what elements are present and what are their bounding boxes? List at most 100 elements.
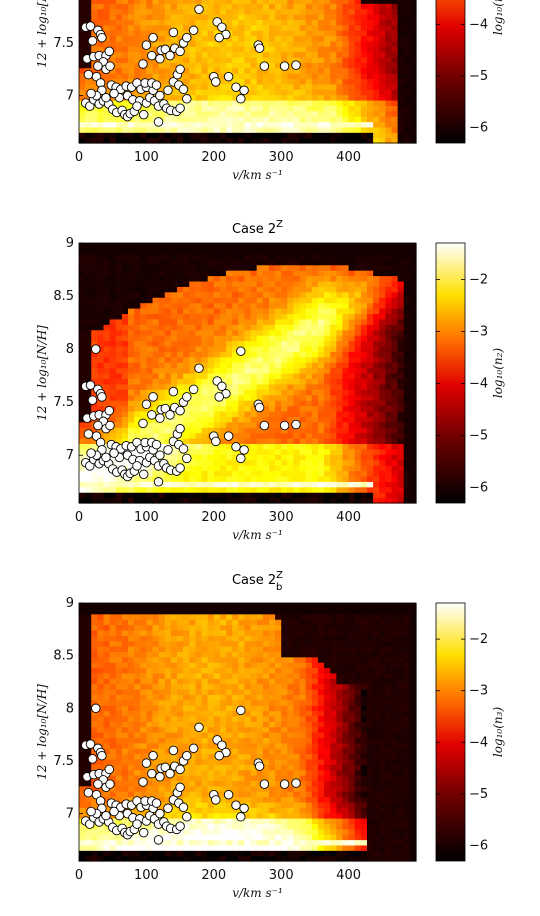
heatmap-cell bbox=[293, 3, 301, 10]
heatmap-cell bbox=[97, 481, 105, 488]
heatmap-cell bbox=[324, 19, 331, 26]
heatmap-cell bbox=[299, 8, 307, 15]
heatmap-cell bbox=[183, 313, 190, 320]
heatmap-cell bbox=[103, 116, 111, 123]
heatmap-cell bbox=[311, 57, 319, 63]
heatmap-cell bbox=[134, 308, 141, 315]
heatmap-cell bbox=[121, 275, 129, 282]
heatmap-cell bbox=[195, 248, 203, 255]
data-point bbox=[104, 46, 115, 57]
heatmap-cell bbox=[121, 400, 129, 407]
heatmap-cell bbox=[177, 389, 184, 396]
heatmap-cell bbox=[330, 35, 337, 42]
heatmap-cell bbox=[275, 475, 282, 482]
heatmap-cell bbox=[177, 286, 184, 293]
heatmap-cell bbox=[115, 302, 123, 309]
heatmap-cell bbox=[366, 67, 374, 74]
heatmap-cell bbox=[79, 253, 86, 260]
heatmap-cell bbox=[275, 270, 282, 277]
heatmap-cell bbox=[79, 475, 86, 482]
heatmap-cell bbox=[164, 270, 172, 277]
heatmap-cell bbox=[207, 291, 215, 298]
heatmap-cell bbox=[391, 46, 399, 53]
heatmap-cell bbox=[281, 302, 288, 309]
heatmap-cell bbox=[207, 335, 215, 342]
heatmap-cell bbox=[238, 313, 246, 320]
heatmap-cell bbox=[219, 486, 227, 493]
heatmap-cell bbox=[342, 248, 350, 255]
heatmap-cell bbox=[366, 100, 374, 106]
heatmap-cell bbox=[385, 3, 393, 10]
heatmap-cell bbox=[287, 8, 295, 15]
heatmap-cell bbox=[128, 400, 135, 407]
heatmap-cell bbox=[250, 324, 258, 331]
heatmap-cell bbox=[268, 297, 276, 304]
heatmap-cell bbox=[238, 378, 246, 385]
heatmap-cell bbox=[391, 116, 399, 123]
heatmap-cell bbox=[397, 110, 405, 117]
heatmap-cell bbox=[373, 94, 380, 101]
data-point bbox=[101, 92, 111, 103]
heatmap-cell bbox=[391, 83, 399, 90]
heatmap-cell bbox=[293, 14, 301, 20]
heatmap-cell bbox=[305, 132, 313, 139]
data-point bbox=[217, 22, 227, 32]
heatmap-cell bbox=[164, 383, 172, 390]
heatmap-cell bbox=[195, 67, 203, 74]
heatmap-cell bbox=[305, 356, 313, 363]
heatmap-cell bbox=[409, 89, 417, 96]
heatmap-cell bbox=[281, 0, 288, 4]
heatmap-cell bbox=[293, 340, 301, 347]
heatmap-cell bbox=[330, 497, 337, 504]
heatmap-cell bbox=[158, 8, 166, 15]
heatmap-cell bbox=[219, 40, 227, 47]
heatmap-cell bbox=[299, 270, 307, 277]
heatmap-cell bbox=[91, 19, 98, 26]
heatmap-cell bbox=[311, 475, 319, 482]
heatmap-cell bbox=[158, 30, 166, 37]
heatmap-cell bbox=[238, 105, 246, 112]
heatmap-cell bbox=[250, 126, 258, 133]
heatmap-cell bbox=[244, 329, 252, 336]
heatmap-cell bbox=[213, 313, 221, 320]
heatmap-cell bbox=[140, 259, 147, 266]
heatmap-cell bbox=[177, 308, 184, 315]
heatmap-cell bbox=[397, 46, 405, 53]
heatmap-cell bbox=[79, 110, 86, 117]
heatmap-cell bbox=[354, 438, 362, 445]
heatmap-cell bbox=[379, 89, 386, 96]
heatmap-cell bbox=[195, 448, 203, 455]
heatmap-cell bbox=[91, 373, 98, 380]
heatmap-cell bbox=[134, 329, 141, 336]
heatmap-cell bbox=[311, 400, 319, 407]
heatmap-cell bbox=[183, 438, 190, 445]
heatmap-cell bbox=[109, 481, 117, 488]
heatmap-cell bbox=[121, 383, 129, 390]
heatmap-cell bbox=[287, 297, 295, 304]
heatmap-cell bbox=[109, 486, 117, 493]
heatmap-cell bbox=[189, 35, 197, 42]
heatmap-cell bbox=[244, 362, 252, 369]
heatmap-cell bbox=[207, 340, 215, 347]
heatmap-cell bbox=[275, 400, 282, 407]
heatmap-cell bbox=[195, 329, 203, 336]
heatmap-cell bbox=[305, 427, 313, 434]
heatmap-cell bbox=[409, 19, 417, 26]
heatmap-cell bbox=[164, 253, 172, 260]
heatmap-cell bbox=[152, 373, 160, 380]
heatmap-cell bbox=[177, 94, 184, 101]
heatmap-cell bbox=[305, 105, 313, 112]
heatmap-cell bbox=[354, 116, 362, 123]
heatmap-cell bbox=[244, 432, 252, 439]
heatmap-cell bbox=[250, 454, 258, 461]
heatmap-cell bbox=[103, 497, 111, 504]
heatmap-cell bbox=[342, 264, 350, 271]
heatmap-cell bbox=[268, 438, 276, 445]
heatmap-cell bbox=[256, 454, 264, 461]
heatmap-cell bbox=[128, 137, 135, 144]
heatmap-cell bbox=[305, 345, 313, 352]
heatmap-cell bbox=[128, 280, 135, 287]
heatmap-cell bbox=[189, 51, 197, 58]
heatmap-cell bbox=[91, 481, 98, 488]
heatmap-cell bbox=[195, 405, 203, 412]
